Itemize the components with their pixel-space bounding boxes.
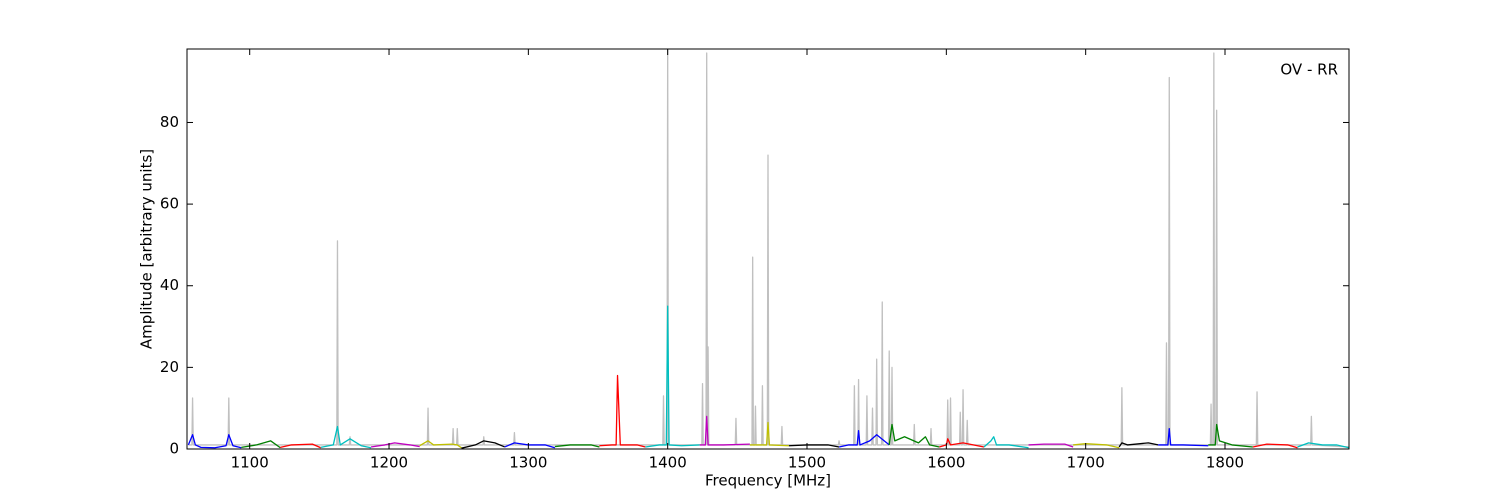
spectrum-line — [1297, 442, 1349, 449]
x-tick-label: 1500 — [788, 454, 826, 472]
spectrum-line — [188, 49, 1349, 448]
x-tick-label: 1600 — [927, 454, 965, 472]
spectrum-line — [241, 440, 281, 449]
spectrum-line — [749, 421, 789, 447]
spectrum-line — [1073, 443, 1120, 449]
y-tick-label: 40 — [160, 276, 179, 294]
spectrum-line — [788, 444, 840, 448]
plot-area — [187, 49, 1349, 449]
spectrum-line — [187, 434, 242, 449]
y-tick-label: 20 — [160, 358, 179, 376]
x-tick-label: 1100 — [231, 454, 269, 472]
spectrum-line — [1118, 442, 1159, 448]
annotation: OV - RR — [1280, 61, 1338, 79]
y-tick-label: 0 — [169, 440, 179, 458]
spectrum-line — [370, 442, 420, 448]
spectrum-line — [983, 436, 1029, 449]
x-axis-label: Frequency [MHz] — [705, 472, 831, 490]
spectrum-line — [838, 429, 890, 448]
spectrum-line — [320, 425, 372, 449]
spectrum-line — [1252, 443, 1298, 449]
spectrum-line — [1028, 443, 1074, 448]
y-tick-label: 60 — [160, 195, 179, 213]
spectrum-line — [1208, 423, 1253, 448]
x-tick-label: 1400 — [649, 454, 687, 472]
x-tick-label: 1800 — [1206, 454, 1244, 472]
spectrum-line — [419, 440, 462, 449]
spectrum-line — [599, 374, 646, 448]
x-tick-label: 1300 — [509, 454, 547, 472]
spectrum-line — [699, 415, 750, 446]
x-tick-label: 1200 — [370, 454, 408, 472]
spectrum-line — [461, 440, 505, 449]
spectrum-line — [280, 443, 322, 449]
spectrum-line — [554, 444, 600, 448]
y-tick-label: 80 — [160, 113, 179, 131]
x-tick-label: 1700 — [1067, 454, 1105, 472]
y-axis-label: Amplitude [arbitrary units] — [138, 149, 156, 349]
axes-frame — [186, 48, 1350, 450]
spectrum-line — [888, 423, 940, 448]
spectrum-line — [1158, 427, 1209, 447]
spectrum-line — [939, 438, 985, 448]
spectrum-line — [645, 305, 700, 448]
